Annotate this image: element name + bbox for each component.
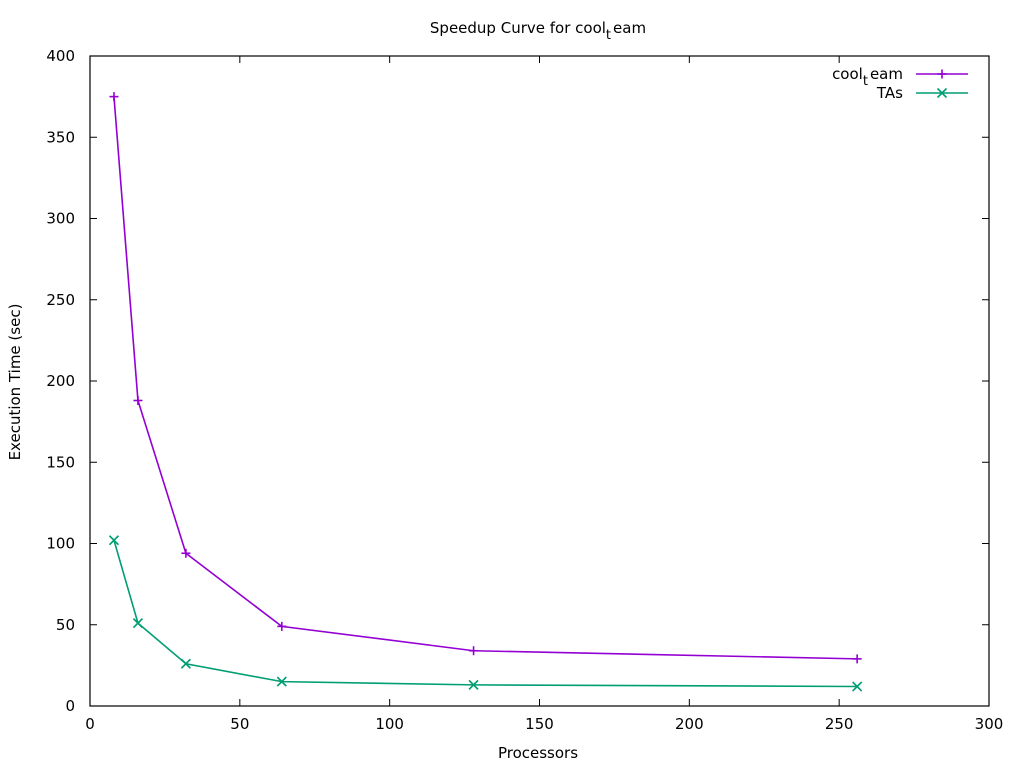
data-point bbox=[852, 654, 862, 664]
x-tick-label: 150 bbox=[525, 715, 554, 733]
x-tick-label: 250 bbox=[825, 715, 854, 733]
y-tick-label: 100 bbox=[46, 535, 75, 553]
legend-label: coolt eam bbox=[832, 65, 903, 89]
y-tick-label: 50 bbox=[56, 616, 75, 634]
data-point bbox=[109, 92, 119, 102]
data-point bbox=[108, 535, 120, 546]
data-point bbox=[180, 658, 191, 669]
data-point bbox=[469, 646, 479, 656]
y-tick-label: 250 bbox=[46, 291, 75, 309]
series-line bbox=[113, 96, 858, 660]
data-point bbox=[181, 548, 191, 558]
legend-marker bbox=[936, 87, 948, 99]
y-tick-label: 200 bbox=[46, 372, 75, 390]
x-tick-label: 200 bbox=[675, 715, 704, 733]
series-line bbox=[113, 540, 858, 688]
data-point bbox=[133, 396, 143, 405]
series-layer bbox=[108, 92, 863, 692]
data-point bbox=[276, 676, 287, 687]
series-2 bbox=[108, 535, 863, 692]
data-point bbox=[132, 618, 144, 629]
x-axis-label: Processors bbox=[498, 744, 578, 762]
y-tick-label: 0 bbox=[65, 697, 75, 715]
y-tick-label: 300 bbox=[46, 210, 75, 228]
y-tick-label: 150 bbox=[46, 453, 75, 471]
x-tick-label: 100 bbox=[375, 715, 404, 733]
x-tick-label: 50 bbox=[230, 715, 249, 733]
data-point bbox=[468, 679, 479, 690]
series-1 bbox=[109, 92, 862, 664]
data-point bbox=[277, 621, 287, 631]
plot-frame bbox=[89, 55, 990, 707]
x-tick-label: 300 bbox=[975, 715, 1004, 733]
x-tick-label: 0 bbox=[85, 715, 95, 733]
y-axis-label: Execution Time (sec) bbox=[6, 304, 24, 461]
legend-marker bbox=[937, 69, 947, 79]
y-tick-label: 350 bbox=[46, 128, 75, 146]
legend-label: TAs bbox=[876, 84, 903, 102]
axis-ticks: 0 50 100 150 200 250 300 0 50 100 150 200 250 300 350 4… bbox=[46, 47, 1003, 733]
y-tick-label: 400 bbox=[46, 47, 75, 65]
chart-title: Speedup Curve for coolt eam bbox=[430, 19, 646, 43]
data-point bbox=[852, 681, 863, 692]
